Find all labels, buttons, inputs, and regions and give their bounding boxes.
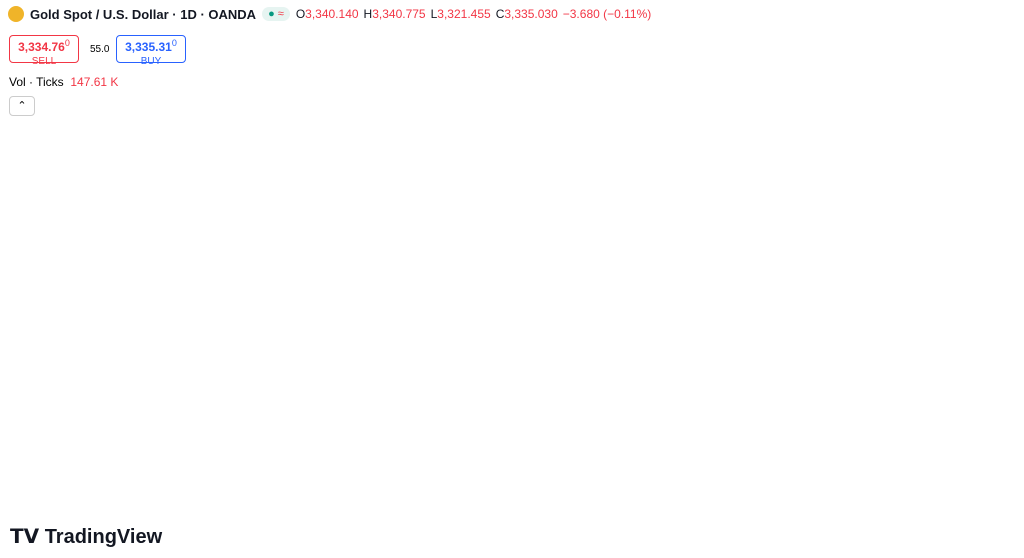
change: −3.680 (−0.11%) [562,7,652,21]
ohlc-key: O [295,7,306,21]
sell-frac: 0 [64,38,70,48]
logo-text: TradingView [44,526,163,548]
ohlc-value: 3,340.775 [372,7,426,21]
collapse-button[interactable]: ⌃ [9,96,35,116]
header: Gold Spot / U.S. Dollar · 1D · OANDA ● ≈… [8,6,651,22]
icon [8,6,24,22]
buy-label: BUY [140,56,162,67]
symbol[interactable]: Gold Spot / U.S. Dollar · 1D · OANDA [30,6,257,22]
buy-price: 3,335.31 [125,40,172,54]
buy-button[interactable]: 3,335.310 BUY [116,35,186,67]
sell-label: SELL [31,56,57,67]
volume-legend-value: 147.61 K [70,75,119,89]
volume-legend-label: Vol · Ticks [9,75,64,89]
ohlc-key: L [430,7,438,21]
volume-legend: Vol · Ticks 147.61 K [9,75,118,89]
ohlc-key: H [363,7,373,21]
ohlc-key: C [495,7,505,21]
logo[interactable]: 𝗧𝗩 TradingView [10,524,162,549]
status: ● ≈ [262,7,290,21]
ohlc-value: 3,340.140 [305,7,359,21]
logo-mark: 𝗧𝗩 [10,526,45,548]
buy-frac: 0 [171,38,177,48]
ohlc: O3,340.140 H3,340.775 L3,321.455 C3,335.030… [296,7,651,21]
ohlc-value: 3,335.030 [504,7,558,21]
spread: 55.0 [90,44,110,55]
ohlc-value: 3,321.455 [437,7,491,21]
sell-button[interactable]: 3,334.760 SELL [9,35,79,67]
sell-price: 3,334.76 [18,40,65,54]
